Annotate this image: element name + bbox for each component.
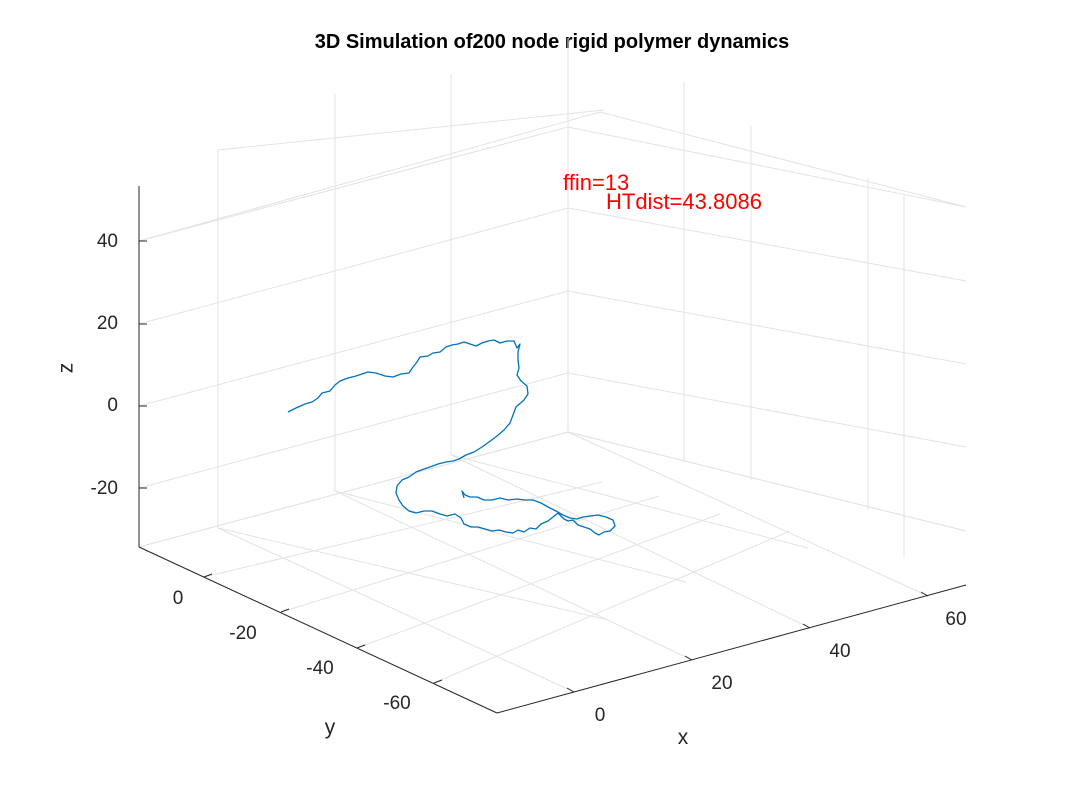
x-axis-label: x [678,726,689,749]
grid-line [433,530,791,684]
grid-line [138,126,569,242]
y-tick-mark [280,608,290,613]
tick-marks [139,240,929,693]
grid-line [450,454,809,549]
y-axis-label: y [325,716,336,739]
axes-frame [138,186,967,714]
x-tick-mark [802,623,811,629]
z-tick-label: -20 [91,478,118,499]
x-tick-mark [566,687,575,693]
x-tick-label: 0 [595,705,606,726]
grid-lines [138,38,967,714]
grid-line [138,111,601,242]
z-tick-label: 20 [97,313,118,334]
y-tick-label: 0 [173,588,184,609]
x-tick-mark [920,591,929,597]
y-tick-mark [356,644,366,649]
grid-line [138,372,569,489]
grid-line [138,431,569,548]
chart-title: 3D Simulation of200 node rigid polymer d… [315,31,790,53]
y-tick-label: -60 [383,693,410,714]
grid-line [567,431,967,532]
y-tick-mark [433,679,443,684]
z-tick-label: 0 [107,395,118,416]
grid-line [567,290,967,365]
grid-line [567,431,929,597]
z-tick-label: 40 [97,231,118,252]
z-axis-label: z [55,363,78,374]
ffin-annotation: ffin=13 [563,170,629,195]
grid-line [217,527,605,620]
x-tick-label: 20 [711,673,732,694]
grid-line [450,454,811,629]
polymer-chain-line [287,339,616,536]
grid-line [334,490,687,583]
grid-line [356,513,721,649]
grid-line [567,207,967,282]
grid-line [334,490,693,661]
x-tick-label: 60 [945,609,966,630]
grid-line [217,527,575,693]
x-tick-label: 40 [829,641,850,662]
x-tick-mark [684,655,693,661]
grid-line [138,290,569,407]
y-tick-mark [203,573,213,578]
y-tick-label: -20 [229,623,256,644]
grid-line [567,126,967,208]
x-axis-line [496,584,967,714]
grid-line [203,481,603,578]
y-tick-label: -40 [306,658,333,679]
grid-line [138,207,569,325]
grid-line [567,372,967,448]
htdist-annotation: HTdist=43.8086 [606,189,762,214]
y-axis-line [138,546,498,714]
grid-line [599,111,967,208]
grid-line [217,109,605,151]
